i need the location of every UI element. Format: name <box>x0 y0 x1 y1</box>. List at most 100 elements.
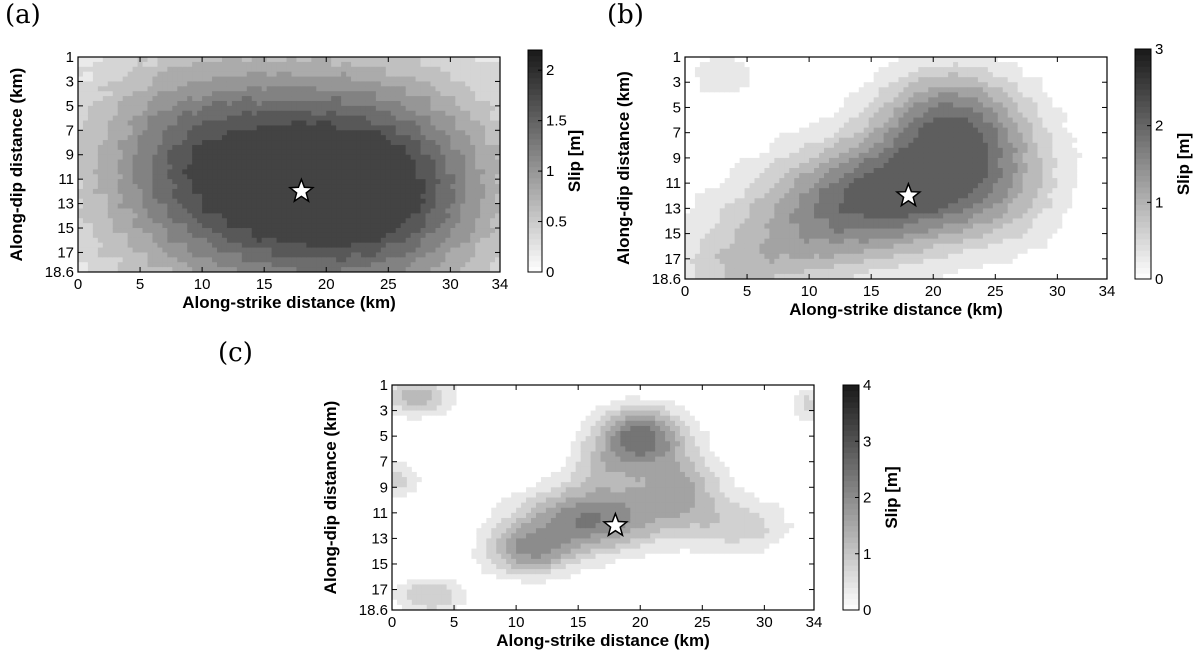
panel-a-slip-cell <box>375 105 382 112</box>
panel-a-slip-cell <box>450 232 456 239</box>
panel-a-slip-cell <box>360 130 367 136</box>
panel-b-slip-cell <box>694 162 701 169</box>
panel-a-slip-cell <box>475 144 481 151</box>
panel-a-slip-cell <box>132 71 139 78</box>
panel-a-slip-cell <box>97 154 104 161</box>
panel-a-slip-cell <box>365 203 372 210</box>
panel-a-slip-cell <box>460 184 466 190</box>
panel-a-slip-cell <box>147 184 154 190</box>
panel-a-slip-cell <box>296 66 303 73</box>
panel-a-slip-cell <box>460 193 466 200</box>
panel-a-slip-cell <box>430 140 437 146</box>
panel-a-slip-cell <box>92 257 99 263</box>
panel-b-slip-cell <box>744 112 751 119</box>
panel-a-slip-cell <box>336 247 342 254</box>
panel-a-slip-cell <box>440 237 446 244</box>
panel-a-slip-cell <box>177 71 183 78</box>
panel-a-slip-cell <box>187 242 193 249</box>
panel-a-slip-cell <box>102 198 109 205</box>
panel-a-slip-cell <box>495 110 500 117</box>
panel-b-slip-cell <box>709 223 716 230</box>
panel-a-slip-cell <box>97 86 104 92</box>
panel-a-slip-cell <box>251 203 258 210</box>
panel-b-slip-cell <box>754 253 761 260</box>
panel-a-slip-cell <box>226 237 233 244</box>
panel-a-slip-cell <box>197 159 203 166</box>
panel-b-slip-cell <box>804 67 810 73</box>
panel-a-slip-cell <box>167 61 173 68</box>
panel-a-slip-cell <box>351 184 357 190</box>
panel-a-slip-cell <box>182 81 188 87</box>
panel-b-label: (b) <box>607 0 644 30</box>
panel-a-slip-cell <box>226 252 233 258</box>
panel-a-slip-cell <box>375 174 382 180</box>
panel-b-slip-cell <box>729 198 736 204</box>
panel-a-slip-cell <box>460 135 466 141</box>
panel-a-colorbar-tick-label: 1.5 <box>546 113 567 130</box>
panel-a-slip-cell <box>78 66 84 73</box>
panel-a-slip-cell <box>217 135 223 141</box>
panel-a-slip-cell <box>390 86 397 92</box>
panel-b-slip-cell <box>749 142 756 149</box>
panel-a-slip-cell <box>360 115 367 122</box>
panel-a-slip-cell <box>122 164 129 170</box>
panel-a-slip-cell <box>212 125 218 131</box>
panel-b-slip-cell <box>685 82 691 88</box>
panel-a-slip-cell <box>271 203 278 210</box>
panel-b-slip-cell <box>685 67 691 73</box>
panel-a-slip-cell <box>365 66 372 73</box>
panel-a-slip-cell <box>336 100 342 107</box>
panel-a-slip-cell <box>192 135 198 141</box>
panel-b-slip-cell <box>804 168 810 174</box>
panel-a-slip-cell <box>440 242 446 249</box>
panel-a-slip-cell <box>485 86 491 92</box>
panel-b-slip-cell <box>689 117 696 124</box>
panel-a-slip-cell <box>167 66 173 73</box>
panel-b-slip-cell <box>759 268 766 275</box>
panel-a-slip-cell <box>360 184 367 190</box>
panel-b-slip-cell <box>685 228 691 235</box>
panel-a-slip-cell <box>365 218 372 224</box>
panel-b-slip-cell <box>739 188 746 194</box>
panel-b-slip-cell <box>774 273 780 279</box>
panel-a-slip-cell <box>291 257 298 263</box>
panel-a-slip-cell <box>167 218 173 224</box>
panel-a-slip-cell <box>221 81 228 87</box>
panel-b-slip-cell <box>734 152 741 159</box>
panel-a-slip-cell <box>346 57 352 63</box>
panel-a-slip-cell <box>281 57 288 63</box>
panel-a-slip-cell <box>147 242 154 249</box>
panel-b-slip-cell <box>794 233 800 240</box>
panel-b-slip-cell <box>709 92 716 98</box>
panel-a-slip-cell <box>291 247 298 254</box>
panel-a-slip-cell <box>231 91 238 97</box>
panel-a-slip-cell <box>276 66 283 73</box>
panel-a-slip-cell <box>87 130 94 136</box>
panel-b-slip-cell <box>754 137 761 144</box>
panel-b-slip-cell <box>759 258 766 265</box>
panel-a-slip-cell <box>157 96 163 102</box>
panel-a-slip-cell <box>122 100 129 107</box>
panel-b-slip-cell <box>699 248 706 255</box>
panel-a-slip-cell <box>241 81 248 87</box>
panel-a-slip-cell <box>87 193 94 200</box>
panel-a-slip-cell <box>296 252 303 258</box>
panel-a-slip-cell <box>127 149 134 156</box>
panel-b-slip-cell <box>724 142 731 149</box>
panel-b-slip-cell <box>714 258 721 265</box>
panel-a-slip-cell <box>316 110 322 117</box>
panel-a-slip-cell <box>107 159 114 166</box>
panel-a-slip-cell <box>226 105 233 112</box>
panel-a-slip-cell <box>291 96 298 102</box>
panel-a-slip-cell <box>346 159 352 166</box>
panel-a-slip-cell <box>331 81 337 87</box>
panel-a-slip-cell <box>197 81 203 87</box>
panel-b-slip-cell <box>819 132 825 139</box>
panel-a-slip-cell <box>256 247 263 254</box>
panel-a-slip-cell <box>405 57 412 63</box>
panel-b-slip-cell <box>774 132 780 139</box>
panel-a-slip-cell <box>102 76 109 83</box>
panel-b-slip-cell <box>744 162 751 169</box>
panel-a-slip-cell <box>380 149 387 156</box>
panel-a-slip-cell <box>87 81 94 87</box>
